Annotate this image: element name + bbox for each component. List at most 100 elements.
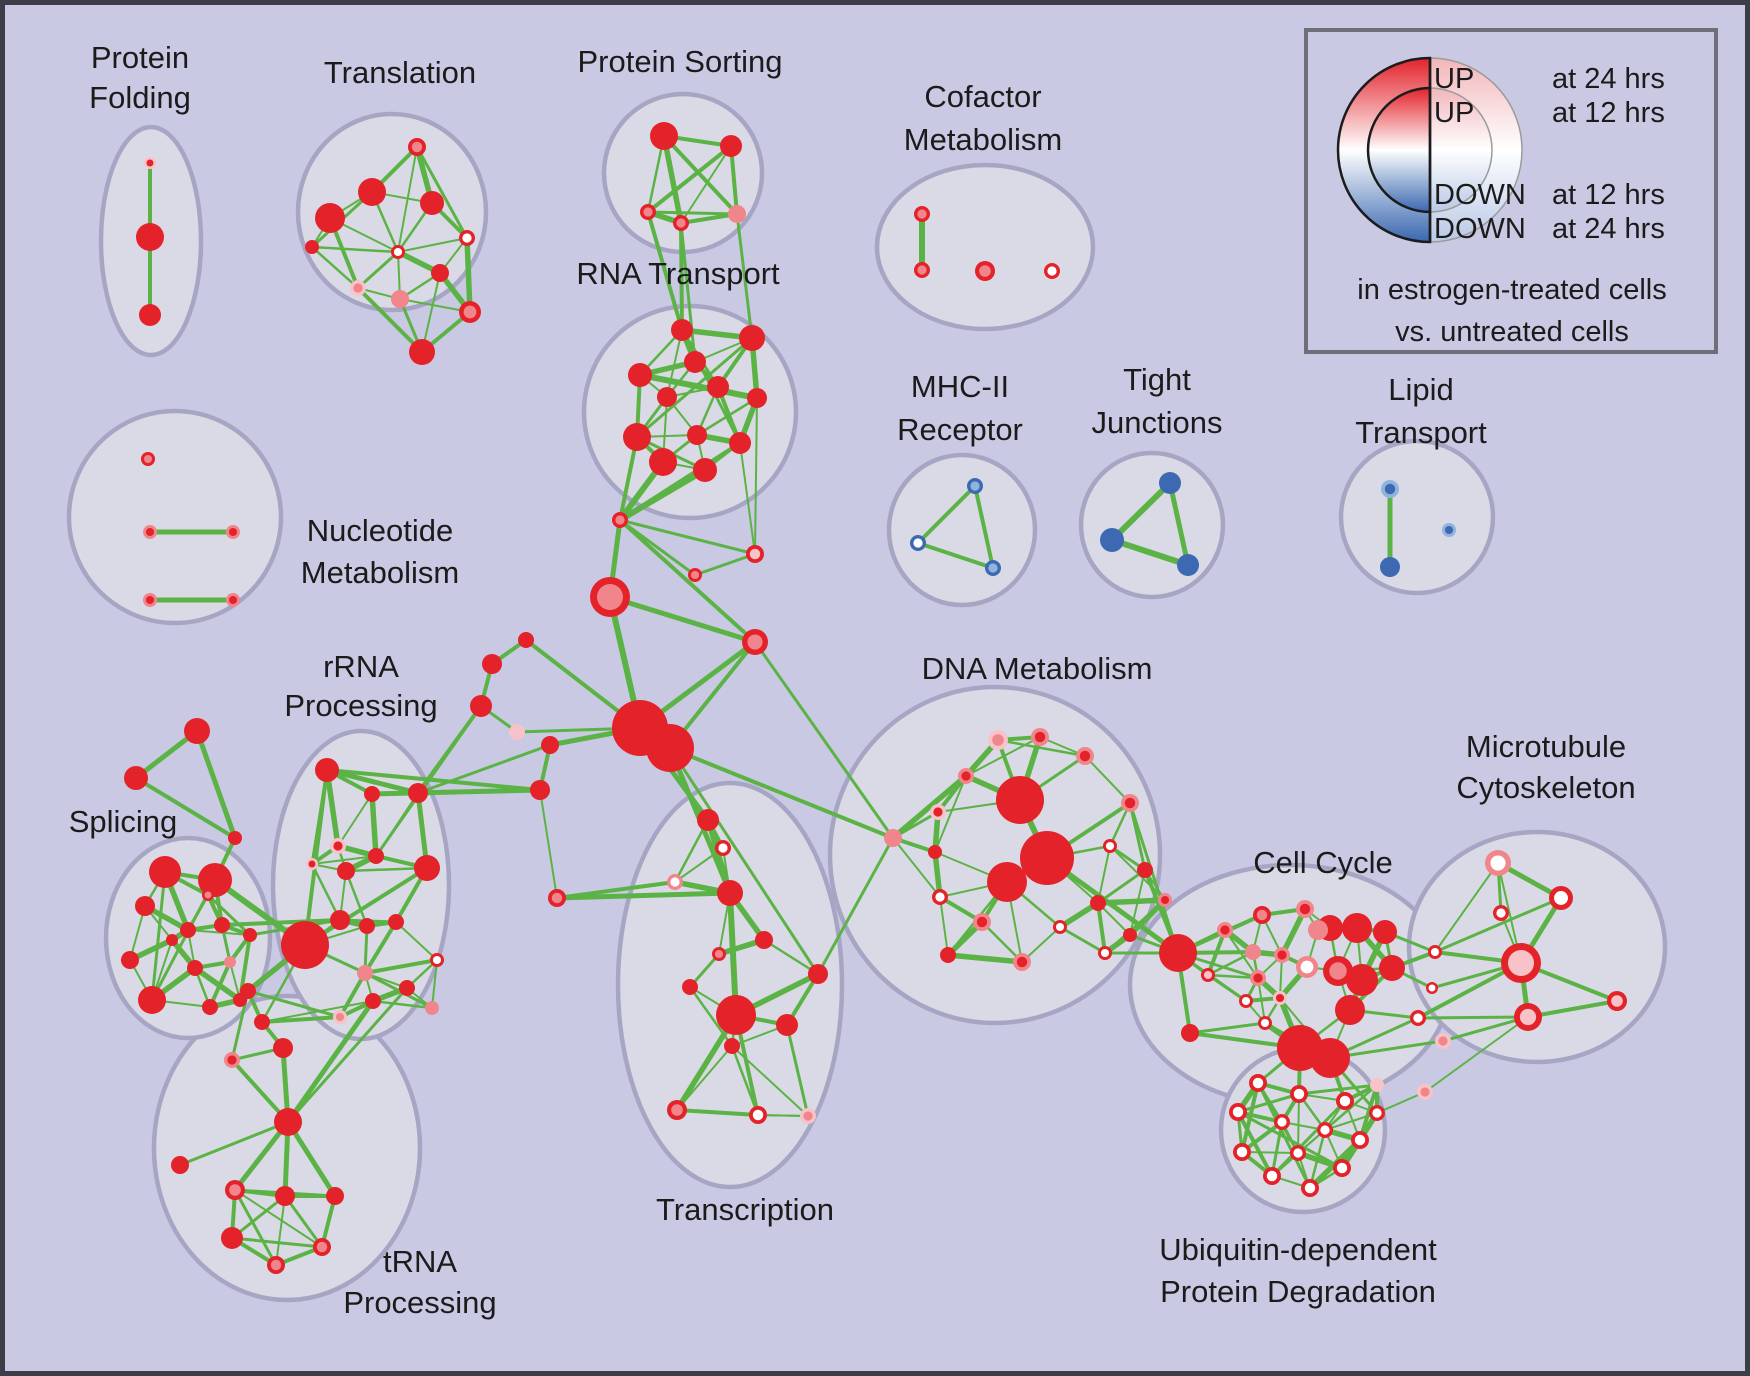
cluster-ellipse-transcription xyxy=(615,780,845,1190)
node-core-mhc-ii-receptor-1 xyxy=(913,538,923,548)
node-translation-8 xyxy=(391,290,409,308)
node-core-protein-sorting-2 xyxy=(643,207,653,217)
cluster-label-protein-folding: Protein xyxy=(91,40,189,75)
node-splicing-2 xyxy=(135,896,155,916)
node-core-cofactor-metabolism-2 xyxy=(979,265,991,277)
node-rrna-processing-18 xyxy=(240,983,256,999)
edge-rna-transport xyxy=(637,372,760,401)
edge-connector xyxy=(679,221,697,364)
edge-rrna-processing xyxy=(303,866,429,947)
node-core-dna-metabolism-12 xyxy=(935,892,945,902)
cluster-label-rna-transport: RNA Transport xyxy=(576,256,780,291)
cluster-label-protein-folding: Folding xyxy=(89,80,191,115)
node-trna-processing-3 xyxy=(275,1186,295,1206)
edge-rrna-processing xyxy=(324,767,421,796)
node-rrna-processing-10 xyxy=(388,914,404,930)
node-cell-cycle-20 xyxy=(1308,920,1328,940)
node-core-dna-metabolism-14 xyxy=(1055,922,1065,932)
node-core-dna-metabolism-5 xyxy=(1124,797,1136,809)
node-central-connectors-17 xyxy=(273,1038,293,1058)
node-core-cell-cycle-7 xyxy=(1300,960,1314,974)
node-lipid-transport-1 xyxy=(1380,557,1400,577)
edge-trna-processing xyxy=(283,1194,324,1249)
edge-connector xyxy=(816,836,895,976)
cluster-label-transcription: Transcription xyxy=(656,1192,834,1227)
node-rna-transport-10 xyxy=(649,448,677,476)
node-transcription-3 xyxy=(717,880,743,906)
edge-dna-metabolism xyxy=(945,952,1025,965)
edge-ubiquitin-degradation xyxy=(1236,1110,1344,1170)
cluster-label-tight-junctions: Junctions xyxy=(1092,405,1223,440)
node-core-central-connectors-20 xyxy=(1430,947,1440,957)
edge-connector xyxy=(539,789,558,899)
cluster-label-translation: Translation xyxy=(324,55,476,90)
legend-time-3: at 24 hrs xyxy=(1552,213,1665,245)
node-central-connectors-11 xyxy=(518,632,534,648)
node-ubiquitin-degradation-13 xyxy=(1370,1078,1384,1092)
node-cell-cycle-3 xyxy=(1342,913,1372,943)
node-core-dna-metabolism-1 xyxy=(1034,731,1046,743)
node-splicing-0 xyxy=(149,856,181,888)
node-rrna-processing-15 xyxy=(365,993,381,1009)
edge-transcription xyxy=(554,890,733,901)
node-rna-transport-1 xyxy=(739,325,765,351)
edge-rrna-processing xyxy=(344,869,369,928)
node-central-connectors-9 xyxy=(482,654,502,674)
node-translation-11 xyxy=(305,240,319,254)
edge-trna-processing xyxy=(285,1119,338,1199)
edge-dna-metabolism xyxy=(1096,868,1147,905)
node-translation-6 xyxy=(431,264,449,282)
edge-connector xyxy=(735,212,754,340)
node-core-ubiquitin-degradation-1 xyxy=(1293,1088,1305,1100)
node-central-connectors-6 xyxy=(646,724,694,772)
node-dna-metabolism-19 xyxy=(1137,862,1153,878)
node-transcription-0 xyxy=(697,809,719,831)
node-core-central-connectors-23 xyxy=(1438,1036,1448,1046)
edge-connector xyxy=(369,787,543,797)
edge-rrna-processing xyxy=(363,920,398,975)
node-core-cell-cycle-13 xyxy=(1241,996,1251,1006)
node-core-central-connectors-3 xyxy=(597,584,623,610)
node-translation-10 xyxy=(409,339,435,365)
node-core-ubiquitin-degradation-3 xyxy=(1232,1106,1244,1118)
edge-cell-cycle xyxy=(1206,973,1260,980)
edge-connector xyxy=(618,518,757,556)
legend-texts: UP at 24 hrs UP at 12 hrs DOWN at 12 hrs DOWN a… xyxy=(1357,63,1667,348)
node-core-rrna-processing-12 xyxy=(432,955,442,965)
node-cell-cycle-10 xyxy=(1379,955,1405,981)
node-core-ubiquitin-degradation-12 xyxy=(1372,1108,1382,1118)
node-rna-transport-6 xyxy=(747,388,767,408)
edge-rrna-processing xyxy=(303,768,329,947)
node-core-translation-0 xyxy=(411,141,423,153)
edge-connector xyxy=(1416,1015,1530,1020)
edge-connector xyxy=(754,397,758,555)
edge-transcription xyxy=(727,890,739,1018)
node-core-trna-processing-6 xyxy=(316,1241,328,1253)
node-core-trna-processing-7 xyxy=(270,1259,282,1271)
legend-footer-line-1: vs. untreated cells xyxy=(1395,316,1629,348)
node-core-lipid-transport-0 xyxy=(1384,483,1396,495)
node-protein-folding-1 xyxy=(136,223,164,251)
node-rrna-processing-13 xyxy=(357,965,373,981)
edge-splicing xyxy=(187,929,251,936)
edge-rrna-processing xyxy=(338,971,367,1019)
edge-protein-sorting xyxy=(662,134,739,216)
edge-connector xyxy=(1188,1021,1267,1035)
node-rrna-processing-17 xyxy=(425,1001,439,1015)
edge-splicing xyxy=(206,893,252,937)
edge-translation xyxy=(356,250,400,290)
node-core-dna-metabolism-13 xyxy=(976,916,988,928)
node-core-microtubule-cytoskeleton-1 xyxy=(1554,891,1568,905)
edge-transcription xyxy=(762,938,820,976)
cluster-label-lipid-transport: Lipid xyxy=(1388,372,1454,407)
edge-dna-metabolism xyxy=(890,773,969,841)
cluster-label-microtubule-cytoskeleton: Microtubule xyxy=(1466,729,1626,764)
edge-trna-processing xyxy=(232,1119,291,1193)
edge-connector xyxy=(1441,1015,1530,1043)
cluster-label-nucleotide-metabolism: Metabolism xyxy=(301,555,460,590)
edge-trna-processing xyxy=(233,1188,278,1267)
edge-connector xyxy=(1433,896,1563,954)
edge-mhc-ii-receptor xyxy=(973,484,995,570)
node-core-cell-cycle-11 xyxy=(1253,973,1263,983)
edge-translation xyxy=(356,286,424,354)
